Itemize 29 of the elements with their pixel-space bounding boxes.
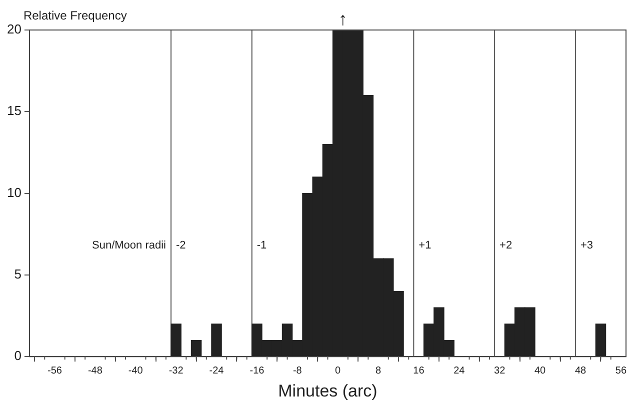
y-axis-title: Relative Frequency [23, 8, 127, 22]
annotation: -1 [256, 240, 267, 252]
annotation: Sun/Moon radii [92, 240, 166, 252]
y-tick-label: 10 [6, 184, 22, 200]
x-tick-label: 8 [376, 365, 382, 376]
x-tick-label: -16 [250, 365, 265, 376]
x-tick-label: -24 [209, 365, 224, 376]
annotation: -2 [176, 240, 186, 252]
annotation: ↑ [338, 8, 348, 29]
annotation: +2 [500, 240, 512, 252]
x-tick-label: 24 [454, 365, 466, 376]
x-tick-label: 32 [494, 365, 506, 376]
x-tick-label: 48 [574, 365, 586, 376]
y-tick-label: 15 [6, 103, 22, 118]
x-tick-label: -40 [128, 365, 144, 376]
x-tick-label: 0 [335, 365, 342, 376]
x-tick-label: 40 [534, 365, 546, 376]
x-axis-title: Minutes (arc) [278, 381, 378, 400]
x-tick-label: -8 [292, 365, 302, 376]
y-tick-label: 0 [14, 348, 22, 364]
x-tick-label: 16 [413, 365, 425, 376]
annotation: +1 [418, 240, 432, 252]
x-tick-label: -32 [168, 365, 184, 376]
y-tick-label: 20 [6, 22, 22, 37]
x-tick-label: -56 [48, 365, 62, 376]
x-tick-label: 56 [615, 365, 627, 376]
y-tick-label: 5 [14, 266, 22, 282]
x-tick-label: -48 [88, 365, 103, 376]
annotation: +3 [580, 240, 593, 252]
